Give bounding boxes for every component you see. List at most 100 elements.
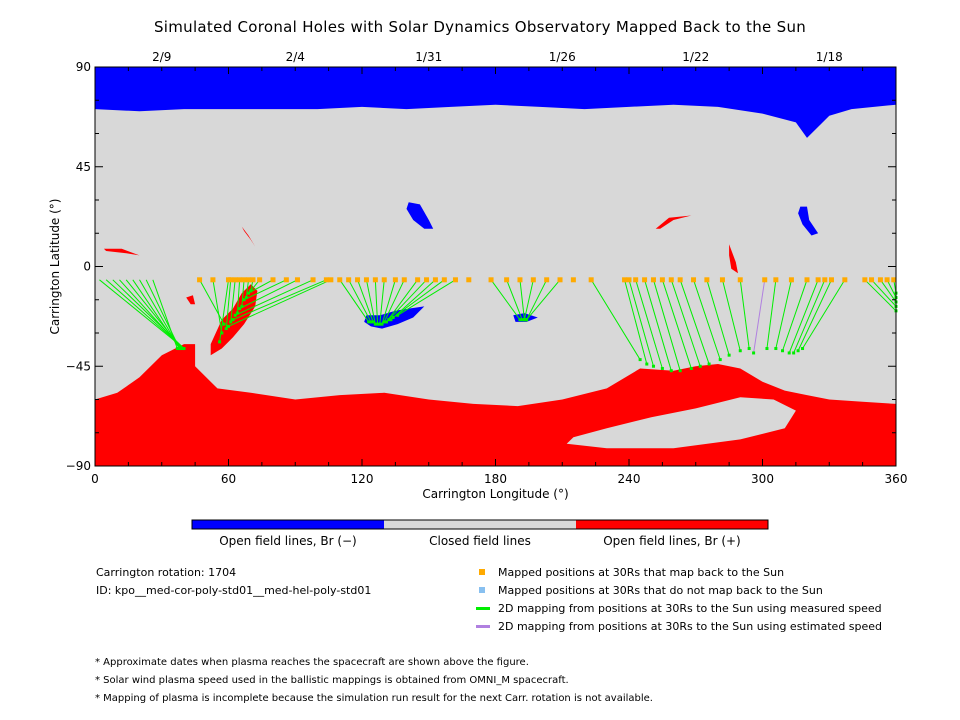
mapped-position-marker: [488, 277, 494, 283]
footpoint-marker: [894, 291, 898, 295]
mapping-line: [624, 279, 648, 365]
mapped-position-marker: [392, 277, 398, 283]
footnote: * Approximate dates when plasma reaches …: [95, 657, 529, 668]
footpoint-marker: [249, 289, 253, 293]
mapped-position-marker: [337, 277, 343, 283]
footpoint-marker: [752, 351, 756, 355]
x-tick-label: 360: [885, 472, 908, 486]
top-date-label: 2/4: [286, 50, 305, 64]
legend-label: Mapped positions at 30Rs that map back t…: [498, 566, 785, 579]
y-tick-label: −90: [66, 459, 91, 473]
footpoint-marker: [518, 318, 522, 322]
mapping-line: [390, 279, 436, 321]
mapped-position-marker: [659, 277, 665, 283]
x-tick-label: 240: [618, 472, 641, 486]
mapped-position-marker: [557, 277, 563, 283]
mapped-position-marker: [884, 277, 890, 283]
mapping-line: [239, 279, 298, 310]
sliver-255: [655, 215, 692, 229]
footpoint-marker: [371, 320, 375, 324]
mapping-line: [590, 279, 641, 360]
footpoint-marker: [182, 347, 186, 351]
footpoint-marker: [727, 353, 731, 357]
footpoint-marker: [651, 364, 655, 368]
mapping-line: [526, 279, 561, 321]
mapping-line: [490, 279, 521, 320]
mapping-line: [248, 279, 274, 294]
north-hole-318: [798, 206, 819, 236]
mapped-position-marker: [424, 277, 430, 283]
mapping-line: [871, 279, 897, 307]
mapped-position-marker: [250, 277, 256, 283]
footpoint-marker: [380, 322, 384, 326]
footnote: * Solar wind plasma speed used in the ba…: [95, 675, 569, 686]
mapping-line: [880, 279, 897, 303]
sliver-10: [103, 248, 140, 256]
mapped-position-marker: [762, 277, 768, 283]
mapping-line: [679, 279, 710, 365]
colorbar-label-negative: Open field lines, Br (−): [219, 534, 357, 548]
mapped-position-marker: [822, 277, 828, 283]
mapped-position-marker: [257, 277, 263, 283]
mapping-line: [381, 279, 396, 325]
footpoint-marker: [382, 320, 386, 324]
colorbar-negative: [192, 520, 384, 529]
mapped-position-marker: [704, 277, 710, 283]
mapped-position-marker: [842, 277, 848, 283]
footpoint-marker: [376, 322, 380, 326]
footpoint-marker: [182, 347, 186, 351]
mapping-line: [802, 279, 846, 349]
mapping-line: [374, 279, 379, 325]
mapping-line: [145, 279, 180, 349]
colorbar-frame: [191, 519, 769, 530]
mapped-position-marker: [283, 277, 289, 283]
footpoint-marker: [645, 362, 649, 366]
legend-line-measured: [476, 607, 490, 610]
footpoint-marker: [231, 318, 235, 322]
mapping-line: [228, 279, 332, 327]
mapping-line: [152, 279, 178, 349]
footpoint-marker: [689, 366, 693, 370]
closed-island-south: [566, 397, 796, 449]
mapping-line: [739, 279, 750, 349]
colorbar-closed: [384, 520, 576, 529]
footpoint-marker: [894, 300, 898, 304]
chart-title: Simulated Coronal Holes with Solar Dynam…: [153, 18, 807, 36]
mapping-line: [219, 279, 229, 342]
footpoint-marker: [240, 304, 244, 308]
footpoint-marker: [182, 347, 186, 351]
mapping-line: [112, 279, 185, 349]
footpoint-marker: [391, 315, 395, 319]
x-tick-label: 120: [351, 472, 374, 486]
footpoint-marker: [224, 327, 228, 331]
y-tick-label: 0: [83, 260, 91, 274]
mapping-line: [243, 279, 287, 301]
mapping-line: [793, 279, 826, 354]
mapped-position-marker: [381, 277, 387, 283]
sliver-65: [241, 226, 256, 247]
mapped-position-marker: [804, 277, 810, 283]
x-axis-label: Carrington Longitude (°): [422, 487, 568, 501]
footpoint-marker: [660, 366, 664, 370]
mapping-line: [225, 279, 232, 329]
footpoint-marker: [522, 318, 526, 322]
mapping-line: [357, 279, 374, 323]
mapped-position-marker: [226, 277, 231, 283]
mapped-position-marker: [828, 277, 834, 283]
mapping-line: [125, 279, 183, 349]
footpoint-marker: [233, 313, 237, 317]
mapping-line: [388, 279, 427, 321]
footpoint-marker: [781, 349, 785, 353]
mapped-position-marker: [642, 277, 648, 283]
mapped-position-marker: [294, 277, 300, 283]
top-date-label: 2/9: [152, 50, 171, 64]
neck-extension: [210, 284, 258, 356]
mapping-line: [250, 279, 254, 291]
mapping-line: [99, 279, 185, 349]
legend-square-unmapped: [479, 587, 485, 593]
footpoint-marker: [220, 331, 224, 335]
footpoint-marker: [522, 318, 526, 322]
y-axis-label: Carrington Latitude (°): [48, 199, 62, 335]
mapping-line: [628, 279, 654, 367]
footpoint-marker: [796, 349, 800, 353]
